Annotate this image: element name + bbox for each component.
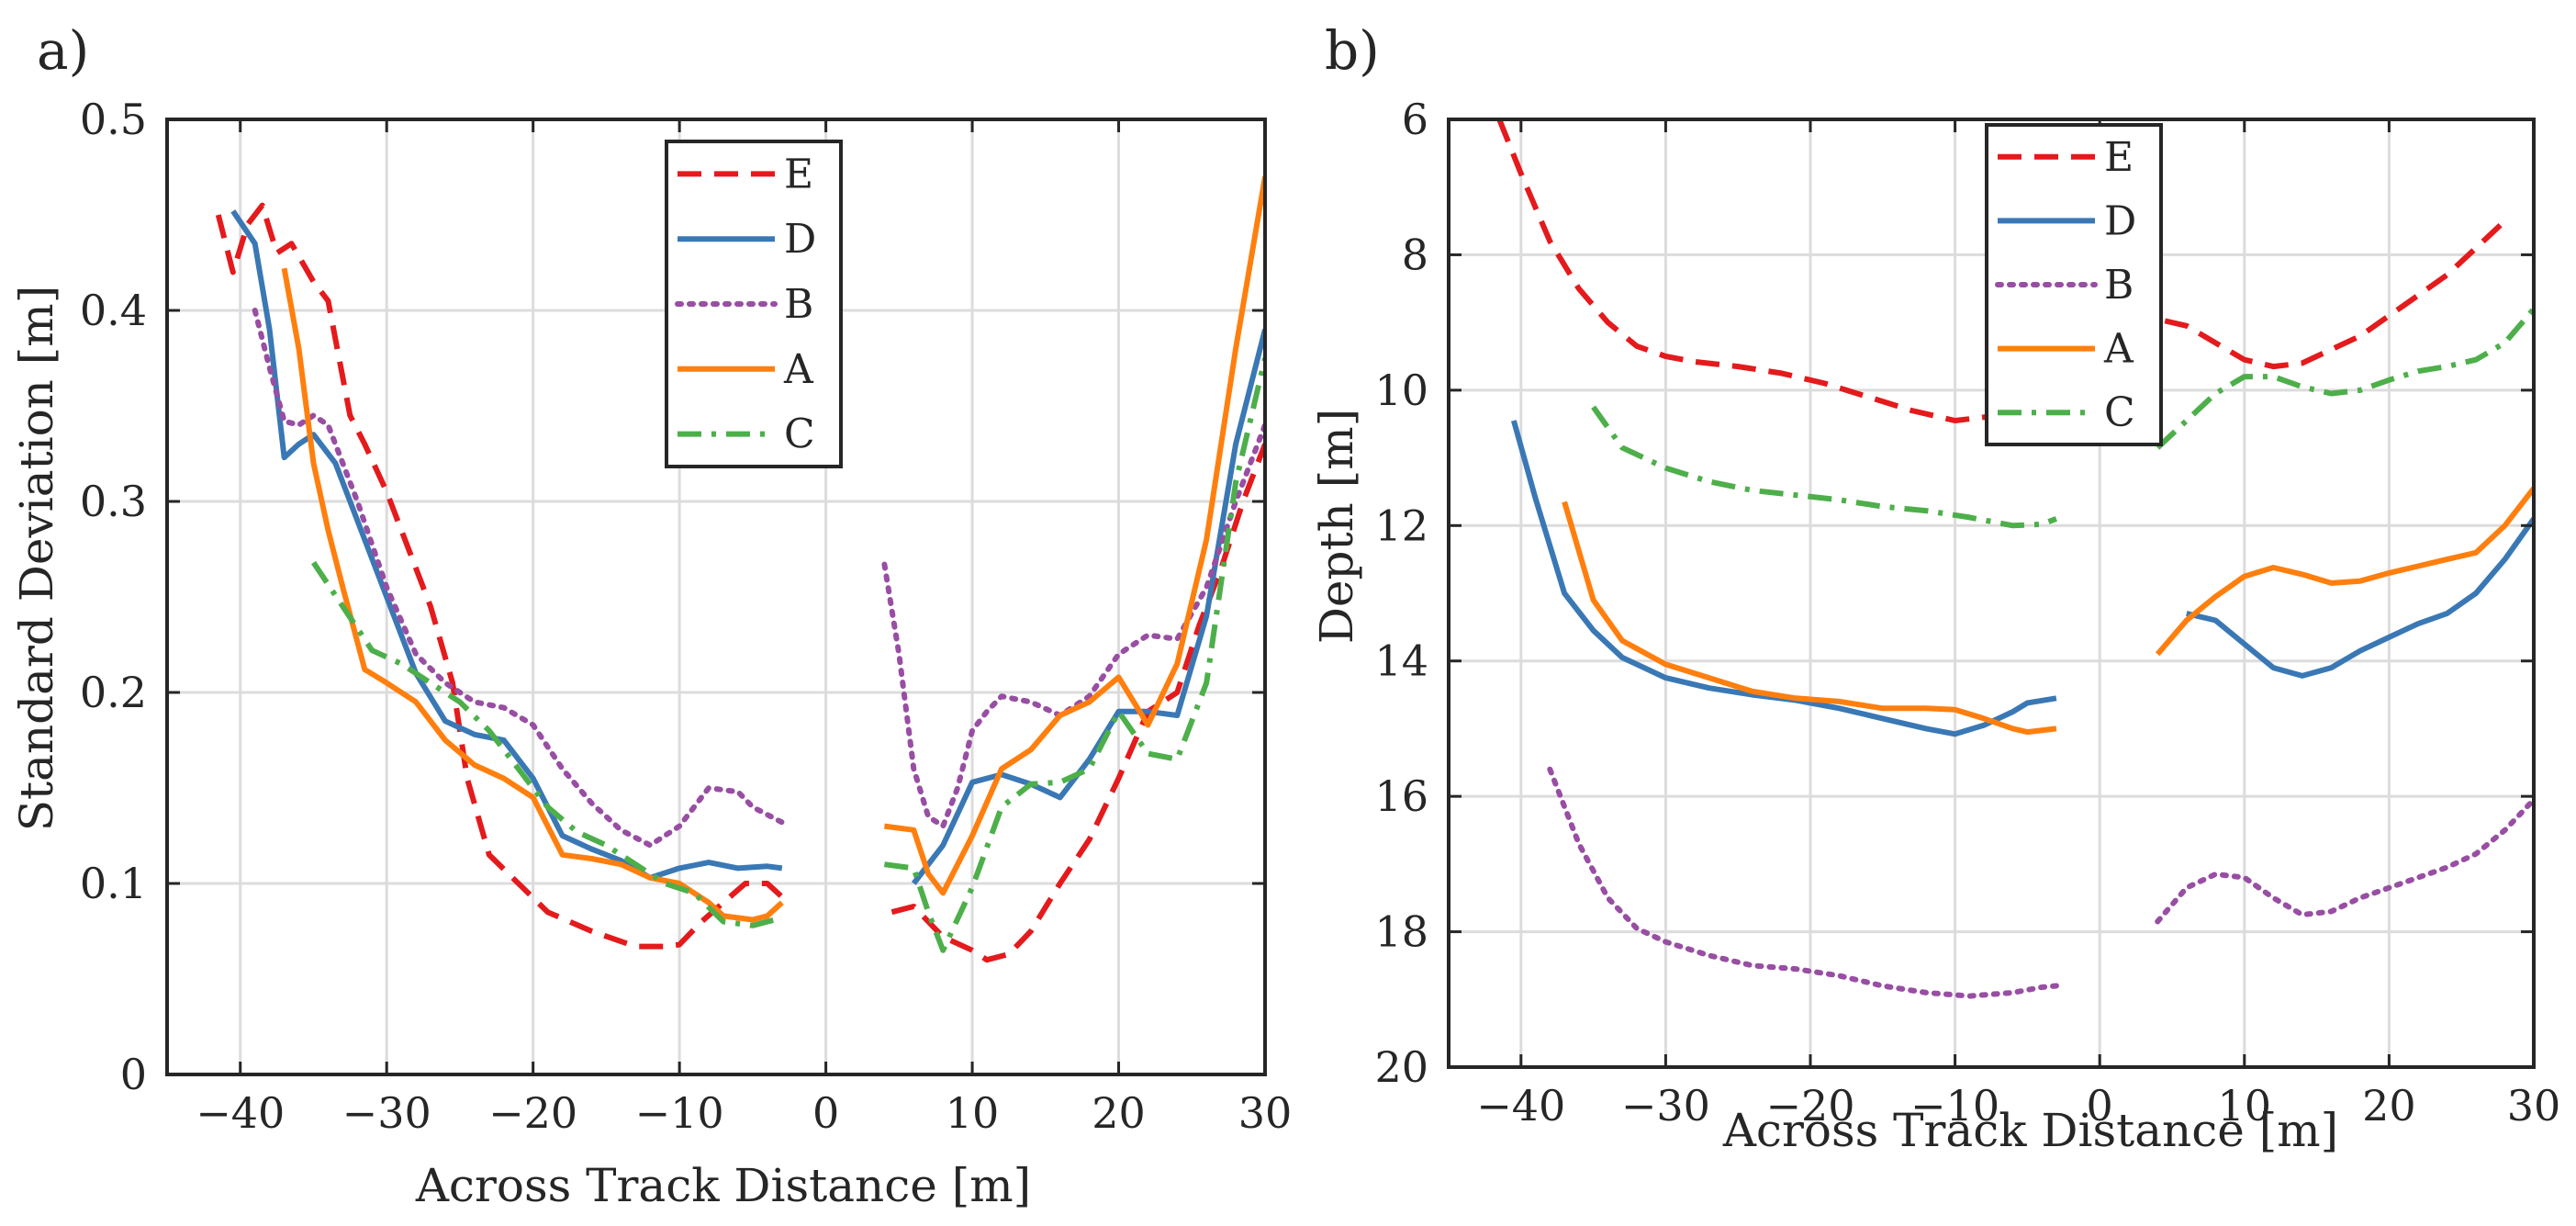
series-line-B <box>252 308 785 849</box>
series-line-C <box>311 560 783 928</box>
x-tick-label: −30 <box>1621 1081 1710 1130</box>
series-line-D <box>230 209 783 881</box>
x-tick-label: 10 <box>946 1088 1000 1138</box>
y-tick-label: 8 <box>1402 230 1428 279</box>
x-tick-label: 10 <box>2218 1081 2272 1130</box>
y-tick-label: 0.3 <box>80 477 147 526</box>
y-tick-label: 0 <box>120 1050 147 1099</box>
x-tick-label: 20 <box>2362 1081 2416 1130</box>
legend-label-A: A <box>783 346 814 393</box>
series-line-C <box>1591 405 2057 529</box>
y-tick-label: 20 <box>1374 1042 1428 1092</box>
series-line-B <box>881 422 1265 829</box>
x-tick-label: 0 <box>812 1088 839 1138</box>
series-line-B <box>1547 766 2059 999</box>
x-tick-label: 30 <box>2507 1081 2561 1130</box>
x-tick-label: 0 <box>2087 1081 2113 1130</box>
x-tick-label: −10 <box>1910 1081 1999 1130</box>
legend-label-D: D <box>784 216 816 263</box>
legend-label-E: E <box>2104 134 2134 181</box>
series-line-E <box>2128 219 2507 370</box>
panel-b: b) −40 −30 −20 −10 0 10 20 30 6 8 10 12 14 16 18 20 Acr… <box>1310 19 2560 1157</box>
legend-label-C: C <box>784 411 815 458</box>
legend-label-D: D <box>2104 197 2136 244</box>
x-tick-label: −30 <box>342 1088 431 1138</box>
series-line-B <box>2155 796 2534 925</box>
series-group <box>1496 119 2534 999</box>
panel-a-letter: a) <box>37 19 89 82</box>
x-tick-label: −40 <box>196 1088 285 1138</box>
y-tick-label: 10 <box>1374 366 1428 415</box>
x-tick-label: −40 <box>1476 1081 1565 1130</box>
panel-b-ticks: −40 −30 −20 −10 0 10 20 30 6 8 10 12 14 16 18 20 <box>1374 95 2560 1130</box>
series-line-A <box>884 175 1265 896</box>
y-tick-label: 6 <box>1402 95 1428 144</box>
series-line-A <box>2155 486 2534 657</box>
y-tick-label: 0.5 <box>80 95 147 144</box>
panel-a-plot-area <box>165 118 1267 1076</box>
series-line-A <box>281 267 784 923</box>
series-line-D <box>2186 517 2534 679</box>
series-line-E <box>1496 119 2043 423</box>
y-tick-label: 0.2 <box>80 668 147 717</box>
series-line-D <box>1511 420 2057 737</box>
series-line-C <box>2156 307 2534 450</box>
panel-a-y-axis-label: Standard Deviation [m] <box>10 286 63 831</box>
panel-a-x-axis-label: Across Track Distance [m] <box>415 1159 1031 1212</box>
legend-label-E: E <box>784 151 813 197</box>
y-tick-label: 18 <box>1374 907 1428 957</box>
legend-label-C: C <box>2104 389 2135 436</box>
panel-b-plot-area <box>1447 118 2536 1069</box>
panel-a: a) −40 −30 −20 −10 0 10 20 30 0 0.1 0.2 0.3 0.4 0.5 A… <box>10 19 1292 1212</box>
y-tick-label: 14 <box>1374 636 1428 686</box>
axes-box <box>1447 118 2536 1069</box>
series-line-A <box>1562 501 2057 736</box>
x-tick-label: −20 <box>1765 1081 1854 1130</box>
panel-b-y-axis-label: Depth [m] <box>1310 409 1363 644</box>
x-tick-label: −10 <box>635 1088 724 1138</box>
legend-label-B: B <box>784 281 813 328</box>
axes-box <box>165 118 1267 1076</box>
legend-label-B: B <box>2104 262 2134 309</box>
y-tick-label: 0.1 <box>80 859 147 908</box>
series-line-E <box>215 202 784 950</box>
panel-b-letter: b) <box>1325 19 1380 82</box>
y-tick-label: 0.4 <box>80 286 147 335</box>
y-tick-label: 12 <box>1374 501 1428 550</box>
series-line-C <box>884 357 1265 953</box>
x-tick-label: 20 <box>1092 1088 1146 1138</box>
legend-label-A: A <box>2103 326 2134 373</box>
x-tick-label: 30 <box>1238 1088 1293 1138</box>
panel-a-ticks: −40 −30 −20 −10 0 10 20 30 0 0.1 0.2 0.3 0.4 0.5 <box>80 95 1292 1138</box>
panel-b-x-axis-label: Across Track Distance [m] <box>1722 1104 2338 1157</box>
series-group <box>215 175 1265 963</box>
y-tick-label: 16 <box>1374 771 1428 821</box>
series-line-D <box>911 329 1265 885</box>
x-tick-label: −20 <box>488 1088 577 1138</box>
